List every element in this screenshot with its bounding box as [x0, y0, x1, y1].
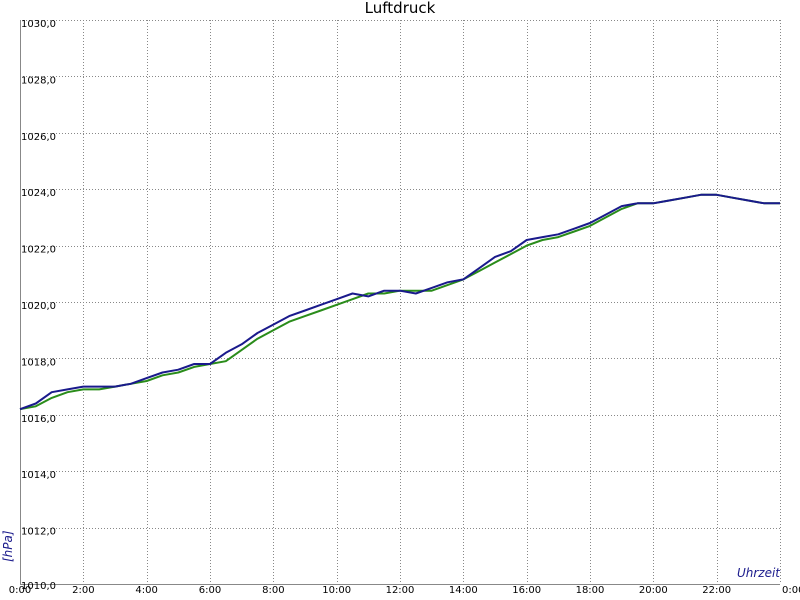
x-tick-labels: 0:00 2:00 4:00 6:00 8:00 10:00 12:00 14:00 16:00…	[9, 585, 800, 596]
series-lines	[19, 193, 780, 411]
chart-title: Luftdruck	[365, 0, 436, 17]
y-tick-label: 1010,0	[21, 581, 56, 592]
x-tick-label: 2:00	[72, 585, 94, 596]
x-tick-label: 8:00	[262, 585, 284, 596]
y-tick-label: 1030,0	[21, 19, 56, 30]
x-tick-label: 6:00	[199, 585, 221, 596]
y-axis-label: [hPa]	[1, 530, 15, 562]
y-tick-label: 1022,0	[21, 245, 56, 256]
grid	[20, 20, 781, 585]
y-tick-label: 1012,0	[21, 527, 56, 538]
x-tick-label: 0:00	[9, 585, 31, 596]
y-tick-labels: 1010,0 1012,0 1014,0 1016,0 1018,0 1020,0 1022…	[21, 19, 56, 592]
y-tick-label: 1014,0	[21, 470, 56, 481]
x-tick-label: 20:00	[639, 585, 668, 596]
x-tick-label: 12:00	[386, 585, 415, 596]
x-tick-label: 4:00	[135, 585, 157, 596]
series-line-1	[19, 193, 780, 411]
x-tick-label: 10:00	[322, 585, 351, 596]
x-tick-label: 16:00	[512, 585, 541, 596]
x-axis-label: Uhrzeit	[737, 566, 781, 580]
y-tick-label: 1016,0	[21, 414, 56, 425]
x-tick-label: 14:00	[449, 585, 478, 596]
y-tick-label: 1018,0	[21, 357, 56, 368]
y-tick-label: 1028,0	[21, 75, 56, 86]
x-tick-label: 18:00	[576, 585, 605, 596]
x-tick-label: 0:00	[782, 585, 800, 596]
y-tick-label: 1026,0	[21, 132, 56, 143]
x-tick-label: 22:00	[702, 585, 731, 596]
y-tick-label: 1024,0	[21, 188, 56, 199]
y-tick-label: 1020,0	[21, 301, 56, 312]
